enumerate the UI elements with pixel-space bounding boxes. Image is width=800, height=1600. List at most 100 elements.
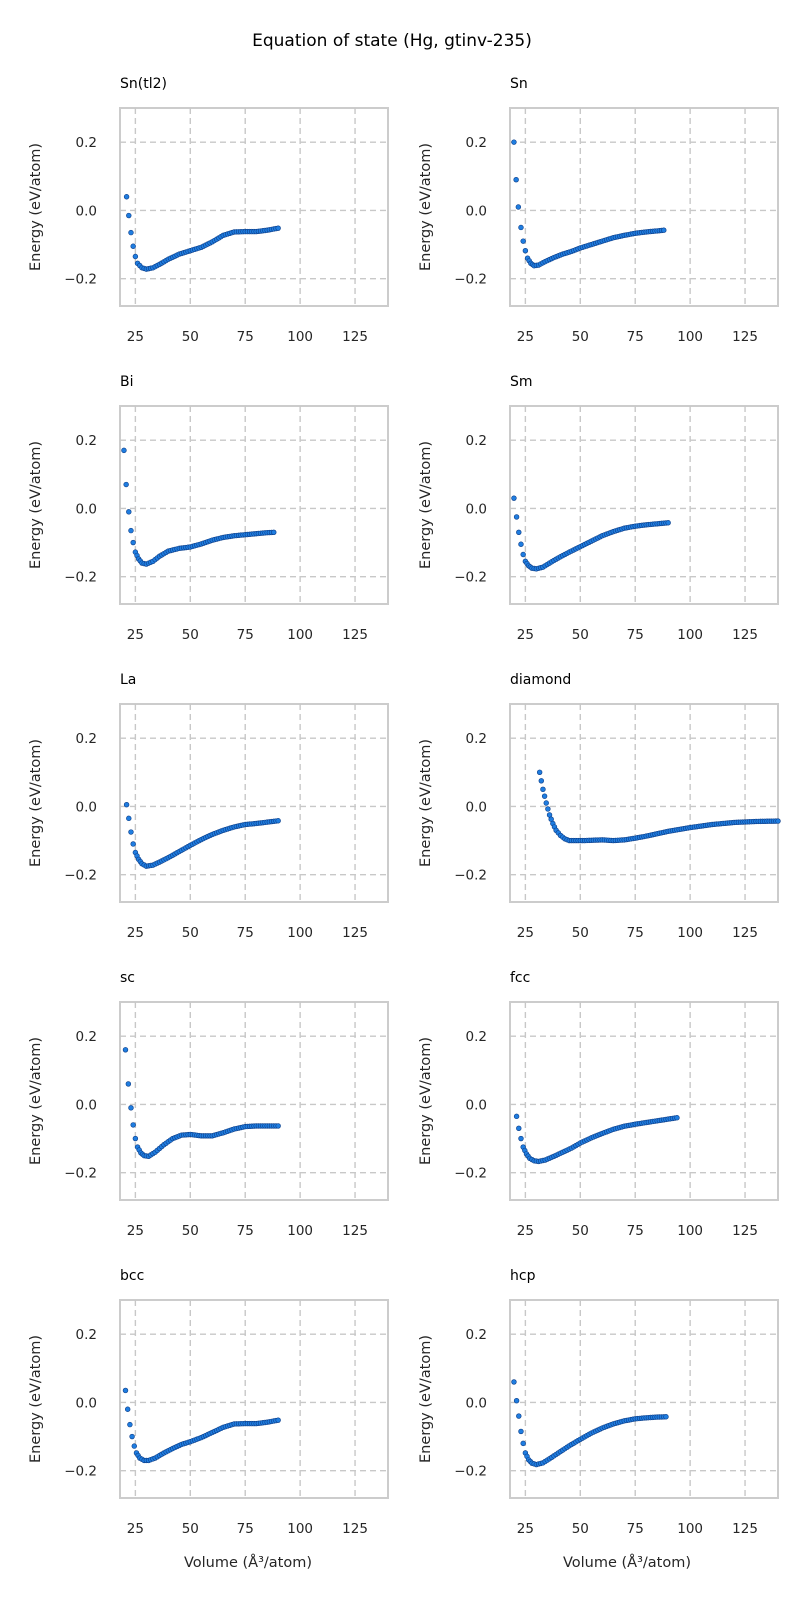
x-tick-label: 125 (732, 627, 758, 643)
y-tick-label: 0.2 (76, 135, 97, 151)
x-tick-label: 75 (627, 925, 644, 941)
subplot-diamond: 25 50 75 100 125 −0.2 0.0 0.2 diamond Energy (eV/… (418, 672, 781, 941)
plot-frame (509, 1001, 779, 1201)
y-tick-label: 0.0 (76, 203, 97, 219)
data-point (522, 248, 529, 254)
data-point (128, 229, 134, 236)
data-point (511, 1379, 517, 1385)
data-point (513, 176, 519, 183)
data-point (275, 225, 281, 231)
data-point (130, 539, 136, 546)
x-axis-label-right: Volume (Å³/atom) (563, 1554, 691, 1571)
subplot-title: Sn(tl2) (120, 76, 167, 92)
x-tick-label: 100 (287, 925, 313, 941)
y-axis-label: Energy (eV/atom) (418, 1335, 434, 1463)
data-point (128, 829, 134, 835)
data-point (520, 1440, 526, 1447)
data-point (127, 1421, 133, 1428)
x-tick-label: 100 (677, 1223, 703, 1239)
subplot-title: La (120, 672, 136, 688)
data-points (536, 769, 781, 844)
data-point (518, 1428, 524, 1435)
x-tick-label: 125 (732, 1223, 758, 1239)
data-point (130, 841, 136, 847)
plot-frame (119, 1001, 389, 1201)
x-tick-label: 25 (127, 925, 144, 941)
subplot-title: sc (120, 970, 135, 986)
subplot-hcp: 25 50 75 100 125 −0.2 0.0 0.2 hcp Energy (eV/atom… (418, 1268, 779, 1537)
data-point (541, 793, 548, 799)
data-points (123, 802, 281, 869)
data-point (132, 1135, 139, 1142)
data-point (511, 495, 517, 501)
x-tick-label: 25 (127, 1223, 144, 1239)
x-tick-label: 75 (627, 627, 644, 643)
data-points (511, 139, 667, 269)
x-tick-label: 25 (517, 627, 534, 643)
data-points (122, 1387, 281, 1464)
subplot-sm: 25 50 75 100 125 −0.2 0.0 0.2 Sm Energy (eV/atom) (418, 374, 779, 643)
data-point (536, 769, 543, 775)
data-point (130, 1122, 136, 1128)
y-tick-label: 0.2 (76, 433, 97, 449)
data-point (126, 815, 132, 822)
data-point (665, 520, 671, 526)
data-point (131, 1443, 137, 1449)
x-tick-label: 50 (572, 329, 589, 345)
y-tick-label: 0.0 (76, 501, 97, 517)
x-tick-label: 100 (287, 627, 313, 643)
y-tick-label: 0.0 (76, 799, 97, 815)
data-points (123, 194, 281, 272)
x-tick-label: 75 (237, 1223, 254, 1239)
y-tick-label: 0.0 (466, 1395, 487, 1411)
data-point (121, 447, 127, 454)
y-axis-label: Energy (eV/atom) (28, 1037, 44, 1165)
y-tick-label: 0.0 (76, 1395, 97, 1411)
y-tick-label: −0.2 (454, 570, 487, 586)
subplot-title: Sm (510, 374, 533, 390)
data-point (126, 509, 132, 515)
x-tick-label: 125 (342, 925, 368, 941)
data-point (540, 786, 546, 793)
x-tick-label: 25 (127, 329, 144, 345)
data-points (513, 1113, 680, 1165)
y-tick-label: 0.0 (466, 1097, 487, 1113)
data-point (513, 1398, 520, 1404)
x-tick-label: 25 (517, 1223, 534, 1239)
data-point (518, 541, 524, 547)
data-point (124, 1406, 131, 1412)
x-tick-label: 100 (677, 627, 703, 643)
subplot-bi: 25 50 75 100 125 −0.2 0.0 0.2 Bi Energy (eV/atom) (28, 374, 389, 643)
plot-frame (509, 1299, 779, 1499)
x-tick-label: 25 (517, 1521, 534, 1537)
x-axis-label-left: Volume (Å³/atom) (184, 1554, 312, 1571)
subplot-la: 25 50 75 100 125 −0.2 0.0 0.2 La Energy (eV/atom) (28, 672, 389, 941)
data-point (130, 243, 136, 249)
data-point (125, 1081, 132, 1087)
x-tick-label: 100 (287, 1223, 313, 1239)
data-point (126, 212, 132, 219)
x-tick-label: 125 (732, 925, 758, 941)
x-tick-label: 75 (627, 1521, 644, 1537)
subplot-title: fcc (510, 970, 530, 986)
plot-frame (119, 703, 389, 903)
data-point (122, 1387, 129, 1394)
data-point (122, 1047, 129, 1053)
y-tick-label: −0.2 (64, 570, 97, 586)
data-point (520, 238, 526, 244)
data-point (129, 1433, 135, 1440)
x-tick-label: 75 (627, 1223, 644, 1239)
x-tick-label: 125 (732, 1521, 758, 1537)
y-tick-label: −0.2 (64, 1166, 97, 1182)
data-points (511, 495, 671, 572)
data-point (516, 1413, 522, 1419)
x-tick-label: 75 (237, 627, 254, 643)
plot-frame (509, 107, 779, 307)
x-tick-label: 75 (237, 1521, 254, 1537)
x-tick-label: 50 (572, 1521, 589, 1537)
x-tick-label: 125 (342, 1521, 368, 1537)
data-points (511, 1379, 669, 1468)
data-point (275, 1123, 281, 1129)
x-tick-label: 100 (677, 1521, 703, 1537)
